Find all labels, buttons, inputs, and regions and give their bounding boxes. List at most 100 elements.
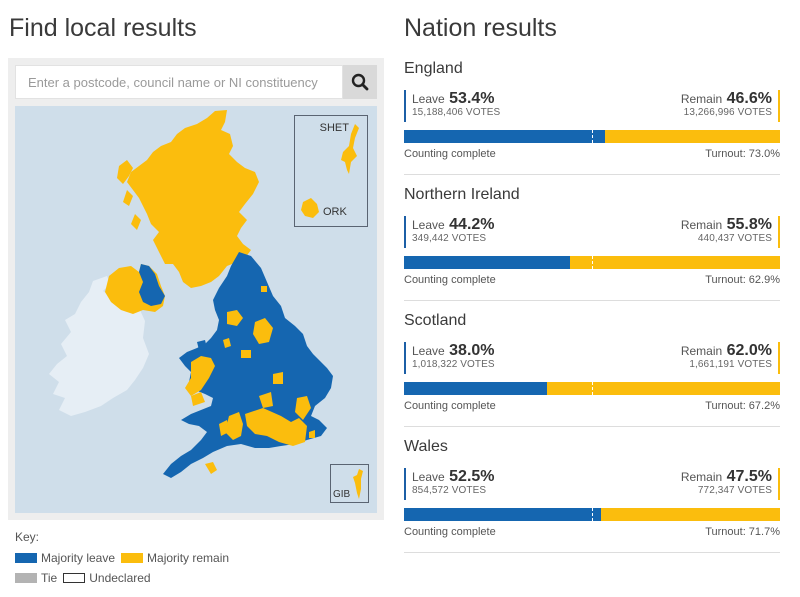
majority-leave-label: Majority leave (41, 551, 116, 565)
results-map[interactable]: SHET ORK GIB (15, 106, 377, 513)
remain-area-cambridge (295, 396, 311, 420)
search-input[interactable] (16, 66, 342, 98)
result-bar (404, 508, 780, 521)
uk-map-graphic (49, 110, 333, 478)
leave-percentage: 53.4% (449, 90, 495, 107)
result-bar (404, 256, 780, 269)
remain-area-exeter (205, 462, 217, 474)
leave-votes: 854,572 VOTES (412, 485, 487, 496)
search-icon (351, 73, 369, 91)
gibraltar-label: GIB (333, 489, 351, 500)
majority-remain-swatch (121, 553, 144, 563)
remain-votes: 772,347 VOTES (697, 485, 772, 496)
fifty-percent-marker (592, 130, 593, 143)
nation-result-england[interactable]: England Leave 53.4% 15,188,406 VOTES Rem… (404, 60, 780, 175)
counting-status: Counting complete (404, 274, 496, 286)
scotland-shape (127, 110, 259, 288)
result-bar (404, 130, 780, 143)
leave-summary: Leave 44.2% 349,442 VOTES (404, 216, 495, 248)
leave-label: Leave (412, 470, 445, 484)
shetland-orkney-inset[interactable]: SHET ORK (294, 115, 368, 227)
majority-remain-label: Majority remain (147, 551, 230, 565)
scottish-isles-shape (117, 160, 141, 230)
orkney-label: ORK (323, 206, 347, 218)
tie-label: Tie (41, 571, 58, 585)
nation-name: Wales (404, 438, 448, 455)
search-button[interactable] (343, 65, 377, 99)
nation-results-title: Nation results (404, 14, 557, 42)
leave-bar-segment (404, 256, 571, 269)
gibraltar-graphic (353, 469, 363, 499)
remain-label: Remain (680, 218, 723, 232)
remain-area-york (253, 318, 273, 344)
shetland-orkney-graphic (301, 124, 359, 218)
local-results-panel: SHET ORK GIB (8, 58, 384, 520)
counting-status: Counting complete (404, 148, 496, 160)
anglesey-shape (197, 340, 207, 350)
nation-name: England (404, 60, 463, 77)
leave-votes: 15,188,406 VOTES (412, 107, 501, 118)
leave-votes: 349,442 VOTES (412, 233, 487, 244)
remain-summary: Remain 62.0% 1,661,191 VOTES (681, 342, 780, 374)
majority-leave-swatch (15, 553, 37, 563)
tie-swatch (15, 573, 37, 583)
fifty-percent-marker (592, 508, 593, 521)
nation-name: Scotland (404, 312, 467, 329)
remain-area-gwynedd (185, 356, 215, 396)
find-local-results-title: Find local results (9, 14, 197, 42)
map-key: Key: Majority leave Majority remain Tie … (15, 530, 235, 591)
leave-bar-segment (404, 382, 547, 395)
counting-status: Counting complete (404, 400, 496, 412)
remain-label: Remain (680, 344, 723, 358)
leave-percentage: 44.2% (449, 216, 495, 233)
remain-percentage: 47.5% (726, 468, 772, 485)
ni-leave-area (139, 264, 165, 306)
remain-area-oxford (259, 392, 273, 408)
shetland-label: SHET (319, 122, 349, 134)
remain-votes: 13,266,996 VOTES (683, 107, 772, 118)
remain-percentage: 46.6% (726, 90, 772, 107)
search-box (15, 65, 343, 99)
leave-summary: Leave 52.5% 854,572 VOTES (404, 468, 495, 500)
remain-summary: Remain 55.8% 440,437 VOTES (681, 216, 780, 248)
england-wales-shape (163, 252, 333, 478)
remain-area-brighton (309, 430, 315, 438)
fifty-percent-marker (592, 256, 593, 269)
nation-name: Northern Ireland (404, 186, 520, 203)
counting-status: Counting complete (404, 526, 496, 538)
remain-area-liverpool (223, 338, 231, 348)
remain-votes: 1,661,191 VOTES (689, 359, 772, 370)
leave-label: Leave (412, 344, 445, 358)
leave-bar-segment (404, 130, 605, 143)
leave-label: Leave (412, 92, 445, 106)
leave-label: Leave (412, 218, 445, 232)
nation-result-northern-ireland[interactable]: Northern Ireland Leave 44.2% 349,442 VOT… (404, 186, 780, 301)
remain-area-london (245, 408, 307, 446)
remain-area-cumbria (227, 310, 243, 326)
remain-summary: Remain 46.6% 13,266,996 VOTES (681, 90, 780, 122)
remain-votes: 440,437 VOTES (697, 233, 772, 244)
fifty-percent-marker (592, 382, 593, 395)
undeclared-label: Undeclared (89, 571, 151, 585)
remain-label: Remain (680, 92, 723, 106)
remain-area-midlands (273, 372, 283, 384)
gibraltar-inset[interactable]: GIB (330, 464, 369, 503)
turnout: Turnout: 73.0% (705, 148, 780, 160)
leave-bar-segment (404, 508, 602, 521)
result-bar (404, 382, 780, 395)
nation-result-scotland[interactable]: Scotland Leave 38.0% 1,018,322 VOTES Rem… (404, 312, 780, 427)
leave-percentage: 52.5% (449, 468, 495, 485)
turnout: Turnout: 67.2% (705, 400, 780, 412)
remain-area-bristol (225, 412, 243, 440)
remain-area-manchester (241, 350, 251, 358)
leave-summary: Leave 53.4% 15,188,406 VOTES (404, 90, 500, 122)
nation-result-wales[interactable]: Wales Leave 52.5% 854,572 VOTES Remain 4… (404, 438, 780, 553)
leave-summary: Leave 38.0% 1,018,322 VOTES (404, 342, 495, 374)
remain-percentage: 55.8% (726, 216, 772, 233)
remain-area-newcastle (261, 286, 267, 292)
undeclared-swatch (63, 573, 86, 583)
key-title: Key: (15, 530, 40, 544)
remain-label: Remain (680, 470, 723, 484)
leave-percentage: 38.0% (449, 342, 495, 359)
remain-summary: Remain 47.5% 772,347 VOTES (681, 468, 780, 500)
